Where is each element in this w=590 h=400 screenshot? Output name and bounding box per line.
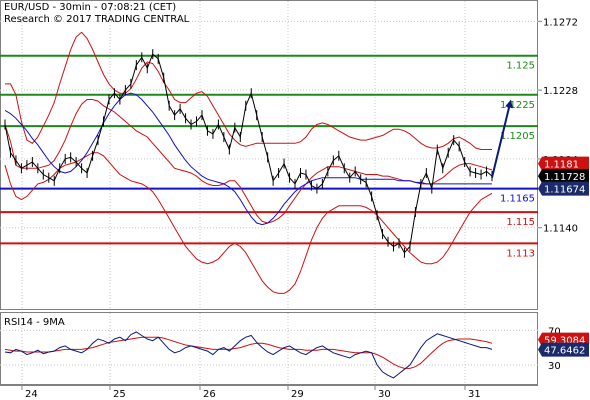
bollinger-band-layer	[4, 31, 493, 294]
moving-average	[4, 92, 492, 226]
price-tag: 1.11674	[544, 185, 585, 196]
price-tag: 1.1181	[544, 160, 579, 171]
level-label: 1.1225	[500, 100, 535, 111]
y-tick-label: 1.1228	[543, 86, 578, 97]
y-tick-label: 1.1140	[543, 224, 578, 235]
bollinger-lower	[4, 152, 493, 294]
rsi-tick-label: 30	[548, 361, 561, 372]
rsi-series	[4, 331, 493, 379]
x-tick-label: 31	[468, 389, 481, 400]
price-tag-bg	[538, 156, 589, 171]
rsi-tag: 59.3084	[544, 336, 585, 347]
price-series	[4, 53, 493, 254]
level-layer: 1.125 1.1225 1.1205 1.1165 1.115 1.113	[0, 54, 538, 259]
level-label: 1.125	[506, 61, 535, 72]
level-label: 1.113	[506, 248, 535, 259]
price-tag: 1.11728	[544, 172, 585, 183]
price-tag-bg	[538, 169, 589, 184]
grid-layer	[0, 1, 538, 384]
x-tick-label: 30	[378, 389, 391, 400]
x-tick-label: 24	[25, 389, 38, 400]
rsi-tag-bg	[538, 342, 589, 357]
projection-arrow	[491, 99, 513, 178]
rsi-tick-label: 70	[548, 326, 561, 337]
price-panel-frame	[0, 0, 538, 310]
chart-title: EUR/USD - 30min - 07:08:21 (CET)	[4, 2, 177, 13]
rsi-panel-frame	[0, 312, 538, 385]
y-tick-label: 1.1272	[543, 17, 578, 28]
x-tick-label: 29	[291, 389, 304, 400]
price-tag-bg	[538, 181, 589, 196]
axis-label-layer: 2425262930311.12721.12281.11841.11407030…	[4, 17, 578, 400]
price-line-layer	[4, 49, 513, 258]
level-label: 1.1165	[500, 194, 535, 205]
rsi-tag: 47.6462	[544, 346, 585, 357]
rsi-layer	[4, 331, 493, 379]
level-label: 1.1205	[500, 131, 535, 142]
x-tick-label: 25	[113, 389, 126, 400]
bollinger-upper	[5, 31, 492, 150]
level-label: 1.115	[506, 217, 535, 228]
x-tick-label: 26	[203, 389, 216, 400]
rsi-moving-average	[4, 336, 493, 369]
rsi-panel-title: RSI14 - 9MA	[4, 317, 65, 328]
copyright-label: Research © 2017 TRADING CENTRAL	[4, 14, 190, 25]
